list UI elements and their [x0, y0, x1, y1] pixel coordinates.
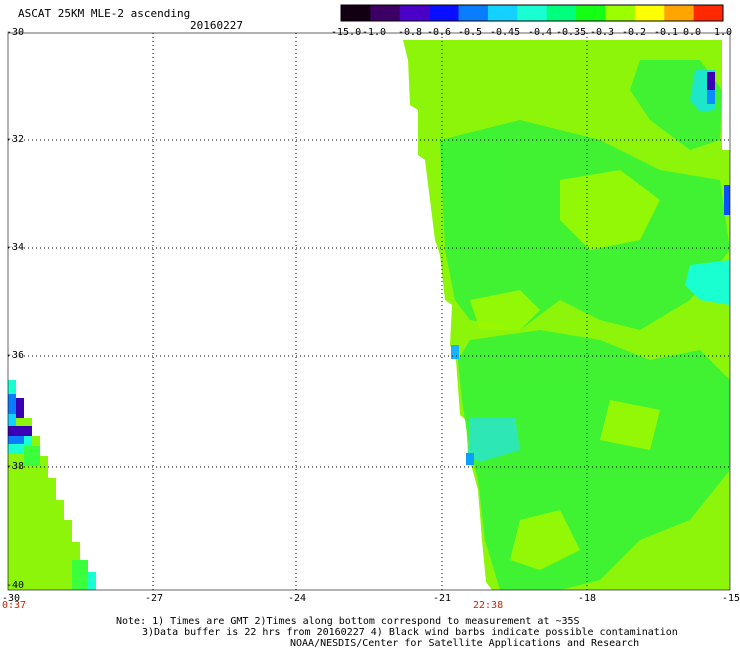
colorbar [341, 5, 724, 21]
map-date: 20160227 [190, 19, 243, 32]
colorbar-label: -0.6 [427, 27, 452, 38]
lat-label: -30 [6, 27, 25, 38]
colorbar-label: -0.3 [590, 27, 615, 38]
colorbar-label: 0.0 [683, 27, 702, 38]
colorbar-label: -0.45 [490, 27, 521, 38]
lon-label: -18 [578, 593, 597, 604]
colorbar-label: -0.35 [556, 27, 587, 38]
colorbar-segment [429, 5, 460, 21]
east-swath [403, 40, 730, 590]
colorbar-label: -0.5 [458, 27, 483, 38]
note-line-2: 3)Data buffer is 22 hrs from 20160227 4)… [142, 627, 678, 638]
colorbar-segment [576, 5, 606, 21]
colorbar-segment [458, 5, 489, 21]
colorbar-segment [664, 5, 695, 21]
note-line-3: NOAA/NESDIS/Center for Satellite Applica… [290, 638, 640, 649]
colorbar-segment [634, 5, 665, 21]
colorbar-label: -0.1 [654, 27, 679, 38]
lon-label: -27 [145, 593, 164, 604]
pass-time: 0:37 [2, 600, 27, 611]
colorbar-label: -0.2 [622, 27, 647, 38]
lon-label: -21 [433, 593, 452, 604]
colorbar-segment [693, 5, 724, 21]
lat-label: -34 [6, 242, 25, 253]
lat-label: -36 [6, 350, 25, 361]
colorbar-segment [517, 5, 548, 21]
lat-label: -38 [6, 461, 25, 472]
colorbar-segment [399, 5, 430, 21]
colorbar-segment [605, 5, 636, 21]
lon-label: -15 [722, 593, 740, 604]
colorbar-label: -1.0 [362, 27, 387, 38]
colorbar-segment [341, 5, 371, 21]
east-swath-cyan-features [451, 70, 730, 465]
colorbar-segment [370, 5, 401, 21]
lat-label: -32 [6, 134, 25, 145]
colorbar-frame [340, 4, 724, 22]
lon-label: -30 [2, 593, 21, 604]
colorbar-segment [487, 5, 518, 21]
colorbar-label: 1.0 [714, 27, 733, 38]
colorbar-label: -0.4 [528, 27, 553, 38]
colorbar-label: -0.8 [398, 27, 423, 38]
colorbar-label: -15.0 [331, 27, 362, 38]
east-swath-yellowgreen-patches [470, 170, 660, 570]
map-title: ASCAT 25KM MLE-2 ascending [18, 7, 191, 20]
note-line-1: Note: 1) Times are GMT 2)Times along bot… [116, 616, 580, 627]
grid-lines [8, 33, 730, 590]
plot-frame [7, 32, 731, 591]
lon-label: -24 [288, 593, 307, 604]
colorbar-segment [546, 5, 577, 21]
pass-time: 22:38 [473, 600, 504, 611]
lat-label: -40 [6, 580, 25, 591]
west-swath [8, 380, 96, 590]
